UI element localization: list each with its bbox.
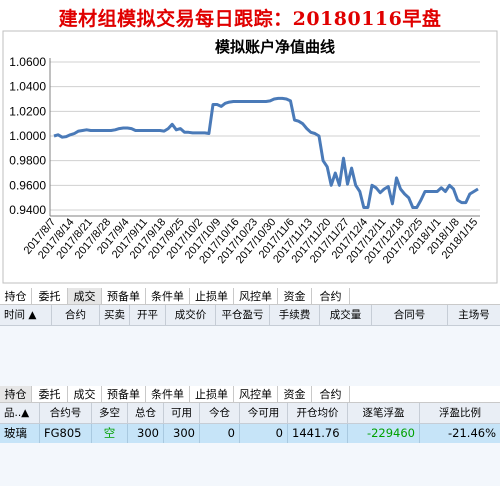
position-direction: 空 bbox=[92, 424, 128, 443]
trades-table-body bbox=[0, 326, 500, 386]
position-float-pct: -21.46% bbox=[448, 426, 496, 440]
positions-column-header[interactable]: 开仓均价 bbox=[288, 403, 348, 423]
trades-tab-0[interactable]: 持仓 bbox=[0, 288, 32, 304]
position-float-pnl: -229460 bbox=[348, 424, 420, 443]
trades-column-header[interactable]: 合同号 bbox=[372, 305, 448, 325]
position-avg-open-price: 1441.76 bbox=[288, 424, 348, 443]
positions-tab-2[interactable]: 成交 bbox=[68, 386, 102, 402]
positions-column-header[interactable]: 可用 bbox=[164, 403, 200, 423]
positions-tab-1[interactable]: 委托 bbox=[32, 386, 68, 402]
positions-column-header[interactable]: 浮盈比例 bbox=[439, 407, 481, 419]
trades-tab-1[interactable]: 委托 bbox=[32, 288, 68, 304]
position-product: 玻璃 bbox=[0, 424, 40, 443]
positions-column-header[interactable]: 今仓 bbox=[200, 403, 240, 423]
chart-grid bbox=[50, 61, 480, 211]
positions-column-header[interactable]: 总仓 bbox=[128, 403, 164, 423]
positions-tab-6[interactable]: 风控单 bbox=[234, 386, 278, 402]
y-tick-label: 1.0200 bbox=[9, 104, 46, 118]
trades-column-header[interactable]: 平仓盈亏 bbox=[216, 305, 270, 325]
trades-column-header[interactable]: 成交价 bbox=[166, 305, 216, 325]
positions-tab-7[interactable]: 资金 bbox=[278, 386, 312, 402]
trades-tab-6[interactable]: 风控单 bbox=[234, 288, 278, 304]
positions-tab-4[interactable]: 条件单 bbox=[146, 386, 190, 402]
position-available: 300 bbox=[164, 424, 200, 443]
y-tick-label: 1.0600 bbox=[9, 55, 46, 69]
trades-tab-5[interactable]: 止损单 bbox=[190, 288, 234, 304]
trades-table-header: 时间 ▲ 合约 买卖 开平 成交价 平仓盈亏 手续费 成交量 合同号 主场号 bbox=[0, 305, 500, 326]
position-today: 0 bbox=[200, 424, 240, 443]
chart-axes: 1.0600 1.0400 1.0200 1.0000 0.9800 0.9600 0.94… bbox=[9, 55, 480, 266]
trades-panel: 持仓 委托 成交 预备单 条件单 止损单 风控单 资金 合约 时间 ▲ 合约 买卖 开平 成交价 平仓盈亏… bbox=[0, 288, 500, 386]
trades-tab-bar: 持仓 委托 成交 预备单 条件单 止损单 风控单 资金 合约 bbox=[0, 288, 500, 305]
y-tick-label: 0.9400 bbox=[9, 203, 46, 217]
chart-background bbox=[0, 28, 500, 286]
positions-tab-3[interactable]: 预备单 bbox=[102, 386, 146, 402]
position-total: 300 bbox=[128, 424, 164, 443]
nav-series-line bbox=[53, 96, 479, 209]
trades-tab-8[interactable]: 合约 bbox=[312, 288, 350, 304]
y-tick-label: 1.0400 bbox=[9, 80, 46, 94]
positions-table-body bbox=[0, 443, 500, 486]
trades-tab-4[interactable]: 条件单 bbox=[146, 288, 190, 304]
y-tick-label: 1.0000 bbox=[9, 129, 46, 143]
nav-chart: 模拟账户净值曲线 1.0600 1.0400 1.0200 1.0000 0.9800 0… bbox=[0, 28, 500, 286]
position-contract: FG805 bbox=[40, 424, 92, 443]
trades-tab-7[interactable]: 资金 bbox=[278, 288, 312, 304]
positions-tab-5[interactable]: 止损单 bbox=[190, 386, 234, 402]
positions-column-header[interactable]: 品..▲ bbox=[0, 403, 40, 423]
chart-frame bbox=[2, 30, 498, 284]
chart-series bbox=[53, 96, 479, 209]
y-tick-label: 0.9600 bbox=[9, 178, 46, 192]
positions-tab-8[interactable]: 合约 bbox=[312, 386, 350, 402]
positions-column-header[interactable]: 多空 bbox=[92, 403, 128, 423]
position-today-available: 0 bbox=[240, 424, 288, 443]
chart-title: 模拟账户净值曲线 bbox=[215, 38, 335, 56]
positions-tab-bar: 持仓 委托 成交 预备单 条件单 止损单 风控单 资金 合约 bbox=[0, 386, 500, 403]
trades-column-header[interactable]: 主场号 bbox=[458, 309, 490, 321]
positions-table-header: 品..▲ 合约号 多空 总仓 可用 今仓 今可用 开仓均价 逐笔浮盈 浮盈比例 bbox=[0, 403, 500, 424]
trades-tab-2[interactable]: 成交 bbox=[68, 288, 102, 304]
trades-column-header[interactable]: 开平 bbox=[130, 305, 166, 325]
table-row[interactable]: 玻璃 FG805 空 300 300 0 0 1441.76 -229460 -… bbox=[0, 424, 500, 443]
trades-tab-3[interactable]: 预备单 bbox=[102, 288, 146, 304]
nav-chart-svg: 模拟账户净值曲线 1.0600 1.0400 1.0200 1.0000 0.9800 0… bbox=[0, 28, 500, 286]
trades-column-header[interactable]: 手续费 bbox=[270, 305, 320, 325]
positions-tab-0[interactable]: 持仓 bbox=[0, 386, 32, 402]
y-tick-label: 0.9800 bbox=[9, 154, 46, 168]
positions-column-header[interactable]: 合约号 bbox=[40, 403, 92, 423]
trades-column-header[interactable]: 买卖 bbox=[100, 305, 130, 325]
positions-panel: 持仓 委托 成交 预备单 条件单 止损单 风控单 资金 合约 品..▲ 合约号 多空 总仓 可用 今仓 今可… bbox=[0, 386, 500, 488]
trades-column-header[interactable]: 成交量 bbox=[320, 305, 372, 325]
trades-column-header[interactable]: 时间 ▲ bbox=[0, 305, 52, 325]
trades-column-header[interactable]: 合约 bbox=[52, 305, 100, 325]
page-title: 建材组模拟交易每日跟踪：20180116早盘 bbox=[58, 8, 442, 30]
positions-column-header[interactable]: 逐笔浮盈 bbox=[348, 403, 420, 423]
positions-column-header[interactable]: 今可用 bbox=[240, 403, 288, 423]
